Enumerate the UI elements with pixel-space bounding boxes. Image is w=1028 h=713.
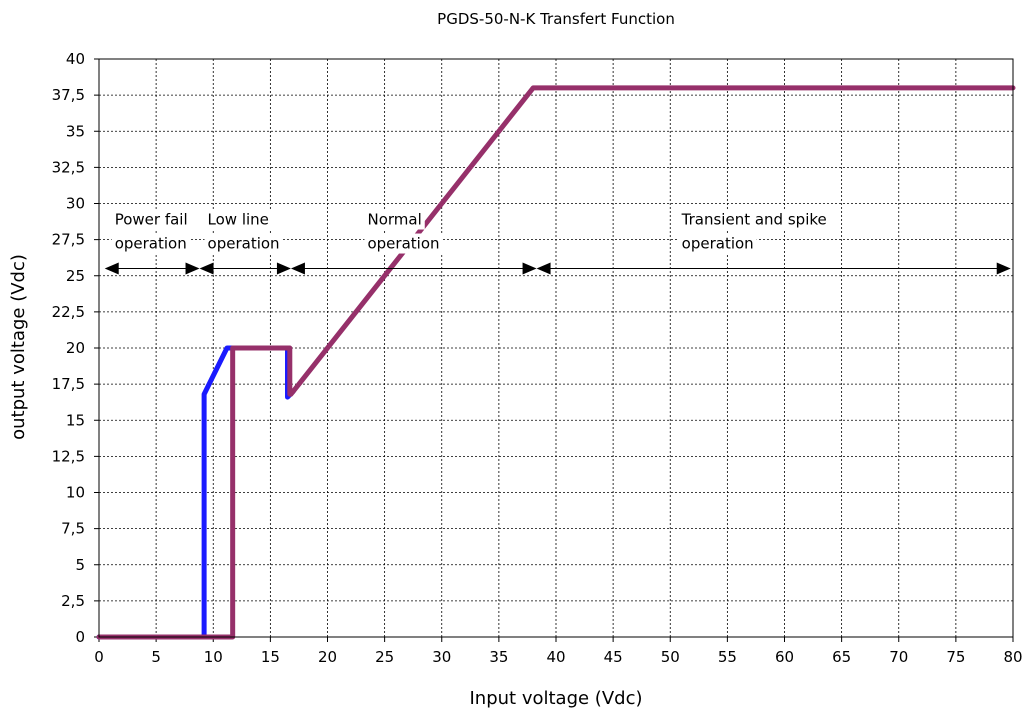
- grid: [99, 59, 1013, 637]
- series-lines: [96, 85, 1016, 640]
- x-tick-label: 50: [661, 648, 680, 666]
- x-tick-label: 20: [318, 648, 337, 666]
- x-tick-label: 30: [432, 648, 451, 666]
- x-tick-label: 55: [718, 648, 737, 666]
- region-label-line: Low line: [208, 211, 269, 229]
- region-label-bg: [111, 233, 190, 254]
- y-tick-label: 30: [66, 195, 85, 213]
- x-tick-label: 40: [546, 648, 565, 666]
- arrow-head-left: [199, 262, 214, 275]
- region-label-bg: [364, 233, 443, 254]
- region-label-line: Power fail: [115, 211, 188, 229]
- region-label-power-fail: Power fail operation: [111, 209, 191, 254]
- region-label-line: Transient and spike: [681, 211, 827, 229]
- y-tick-label: 2,5: [61, 592, 85, 610]
- region-label-line: operation: [682, 235, 754, 253]
- region-label-line: operation: [115, 235, 187, 253]
- region-label-bg: [678, 233, 757, 254]
- arrow-head-left: [290, 262, 305, 275]
- y-tick-label: 25: [66, 267, 85, 285]
- plot-frame: [98, 58, 1014, 638]
- x-tick-label: 60: [775, 648, 794, 666]
- region-low-line: [199, 262, 291, 275]
- region-label-bg: [204, 233, 283, 254]
- y-tick-label: 32,5: [52, 158, 85, 176]
- arrow-head-right: [522, 262, 537, 275]
- y-tick-label: 20: [66, 339, 85, 357]
- x-tick-label: 5: [151, 648, 161, 666]
- x-tick-label: 0: [94, 648, 104, 666]
- x-tick-label: 65: [832, 648, 851, 666]
- arrow-head-right: [185, 262, 200, 275]
- x-tick-label: 80: [1003, 648, 1022, 666]
- chart-title: PGDS-50-N-K Transfert Function: [437, 10, 675, 28]
- arrow-head-right: [996, 262, 1011, 275]
- region-label-bg: [364, 209, 425, 230]
- x-tick-label: 70: [889, 648, 908, 666]
- region-transient: [536, 262, 1011, 275]
- region-label-bg: [111, 209, 191, 230]
- region-label-normal: Normal operation: [364, 209, 443, 254]
- y-tick-label: 35: [66, 122, 85, 140]
- region-label-line: operation: [208, 235, 280, 253]
- region-label-low-line: Low line operation: [204, 209, 283, 254]
- y-tick-label: 37,5: [52, 86, 85, 104]
- region-label-bg: [204, 209, 272, 230]
- region-label-transient: Transient and spike operation: [677, 209, 830, 254]
- region-label-bg: [677, 209, 830, 230]
- region-label-line: Normal: [367, 211, 421, 229]
- y-tick-label: 10: [66, 484, 85, 502]
- y-tick-label: 12,5: [52, 447, 85, 465]
- y-tick-label: 15: [66, 411, 85, 429]
- y-tick-label: 27,5: [52, 231, 85, 249]
- arrow-head-left: [104, 262, 119, 275]
- region-power-fail: [104, 262, 200, 275]
- x-tick-label: 25: [375, 648, 394, 666]
- axis-ticks: 0 5 10 15 20 25 30 35 40 45 50 55 60 65 70 75 80 0 2,5 5 7,5…: [52, 50, 1023, 666]
- y-tick-label: 5: [75, 556, 85, 574]
- series-line-2: [96, 85, 1016, 640]
- y-tick-label: 7,5: [61, 520, 85, 538]
- region-label-line: operation: [367, 235, 439, 253]
- y-tick-label: 22,5: [52, 303, 85, 321]
- x-tick-label: 75: [946, 648, 965, 666]
- x-tick-label: 35: [489, 648, 508, 666]
- arrow-head-left: [536, 262, 551, 275]
- x-tick-label: 45: [604, 648, 623, 666]
- region-normal: [290, 262, 537, 275]
- y-tick-label: 40: [66, 50, 85, 68]
- y-axis-title: output voltage (Vdc): [8, 254, 29, 440]
- arrow-head-right: [276, 262, 291, 275]
- x-tick-label: 15: [261, 648, 280, 666]
- y-tick-label: 0: [75, 628, 85, 646]
- y-tick-label: 17,5: [52, 375, 85, 393]
- x-tick-label: 10: [204, 648, 223, 666]
- x-axis-title: Input voltage (Vdc): [470, 688, 643, 709]
